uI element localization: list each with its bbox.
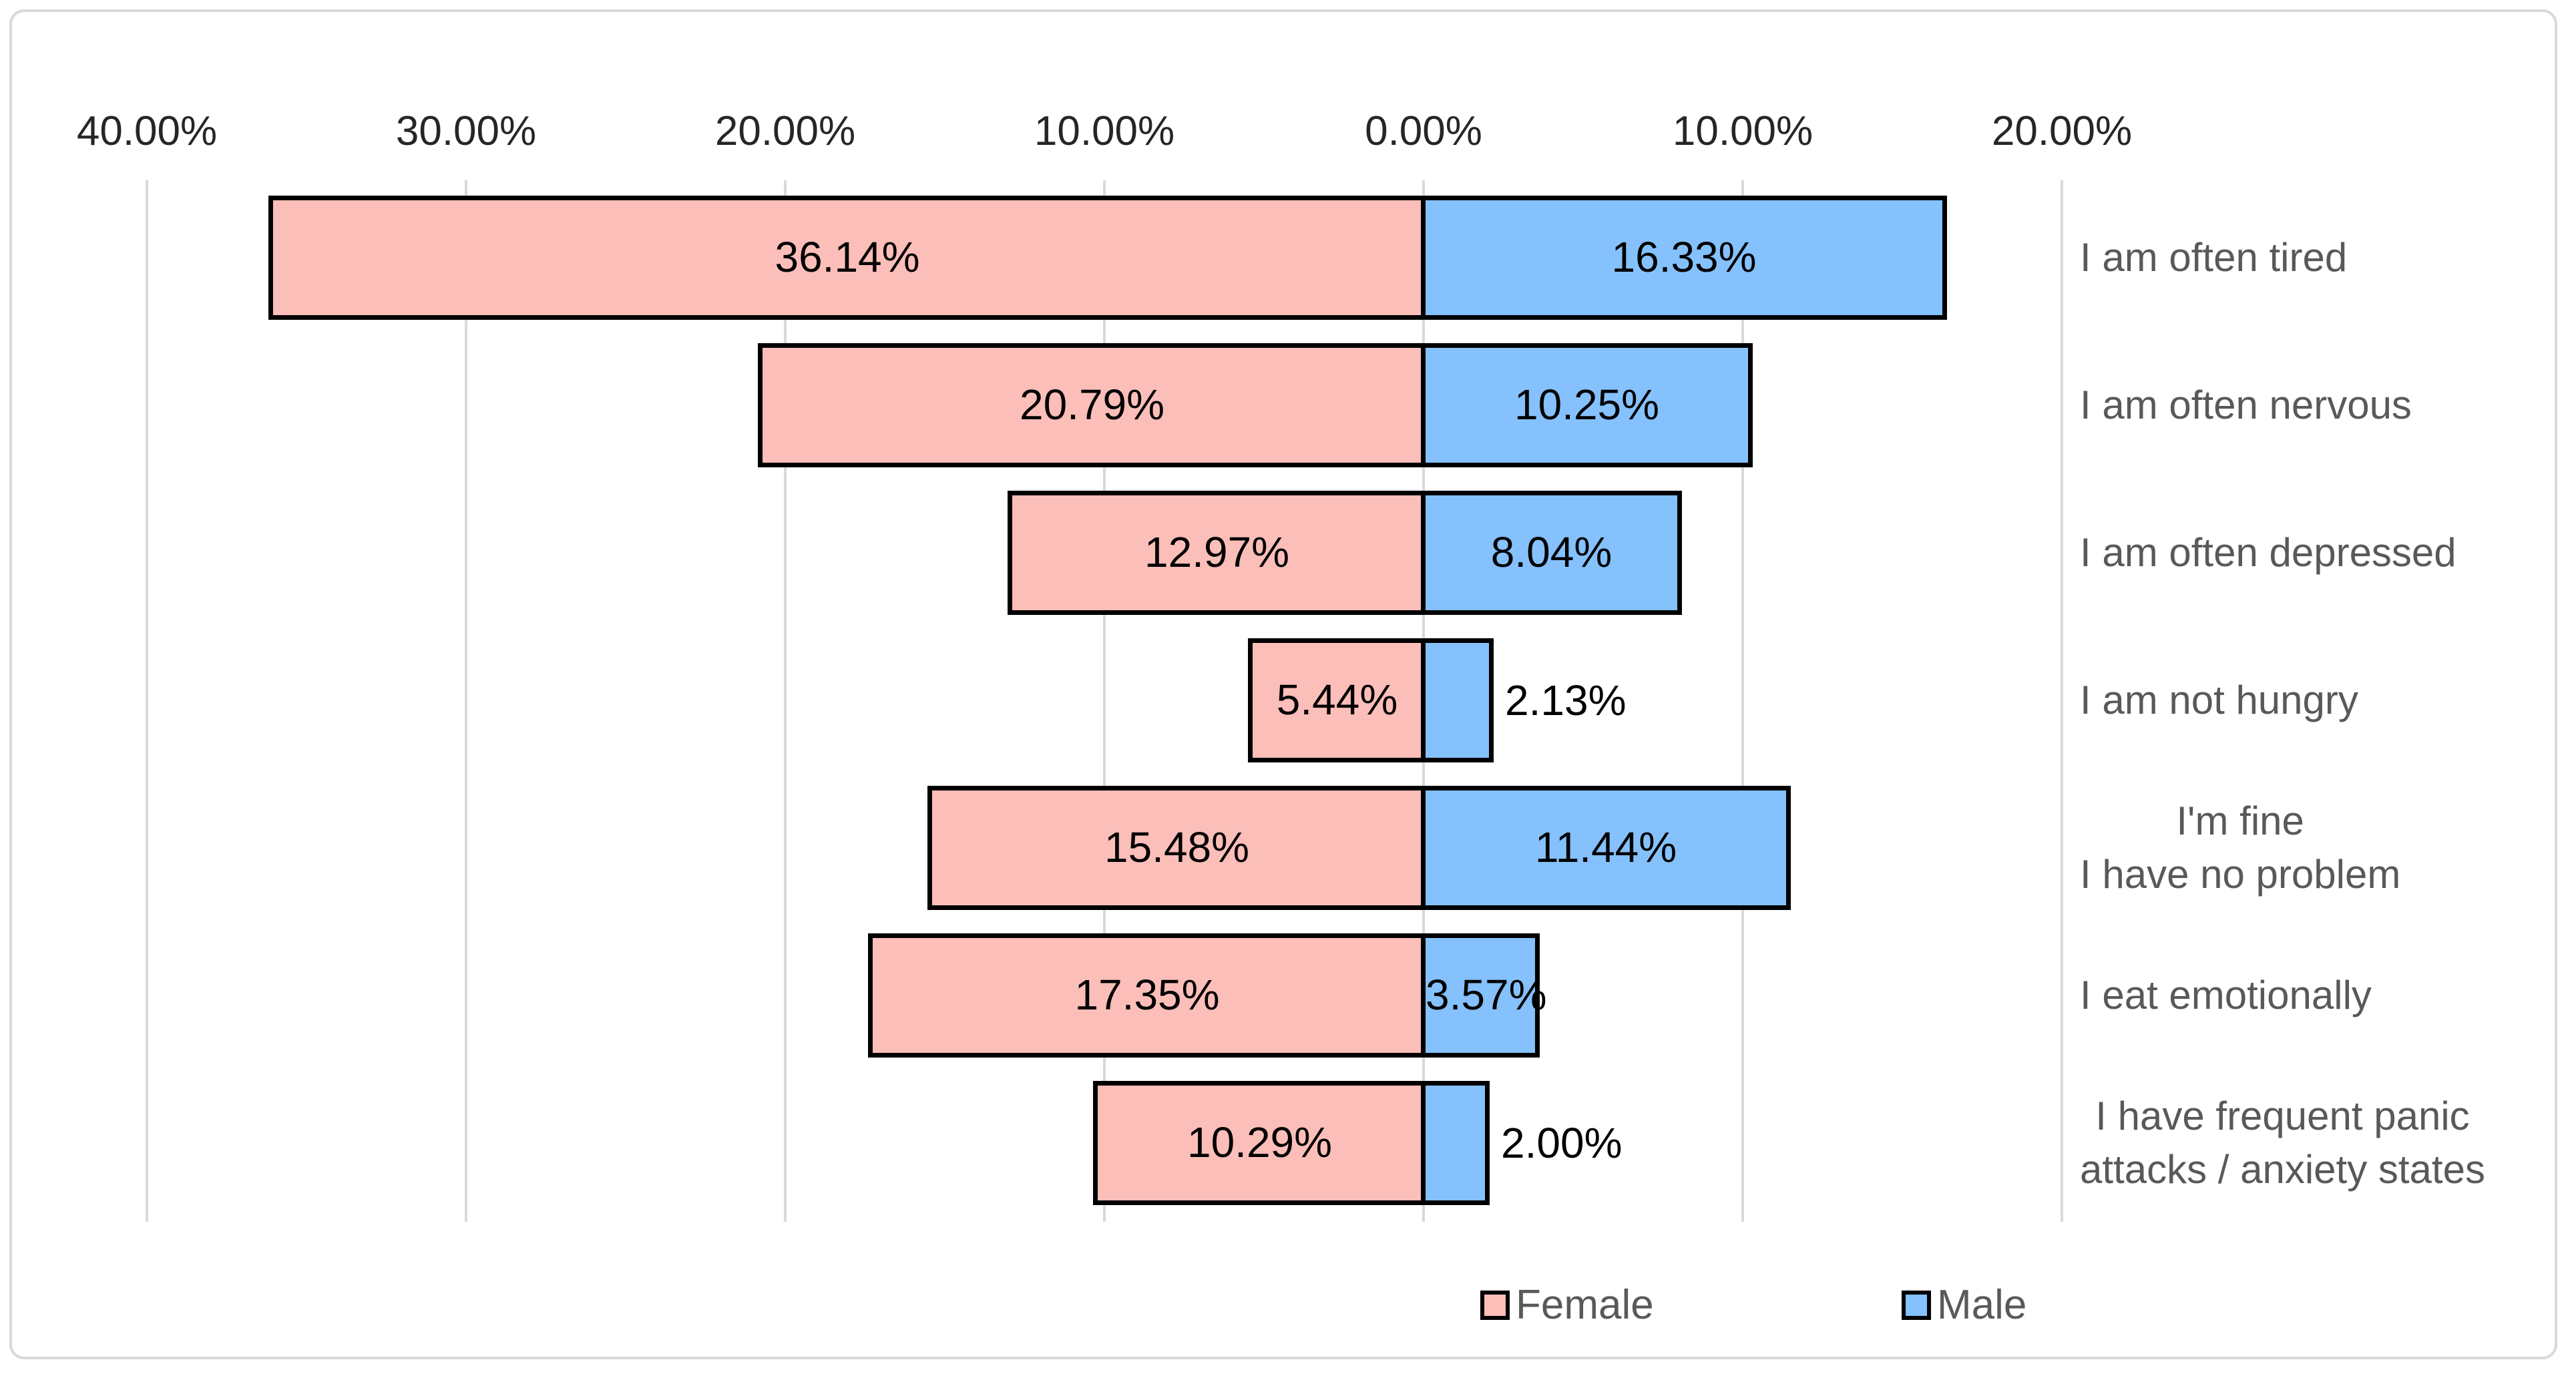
bar-female: 10.29% bbox=[1093, 1081, 1426, 1205]
bar-female: 5.44% bbox=[1248, 638, 1426, 762]
bar-male: 8.04% bbox=[1421, 491, 1682, 615]
x-axis-tick-label: 20.00% bbox=[1991, 108, 2133, 154]
x-axis-tick-label: 10.00% bbox=[1034, 108, 1175, 154]
legend-male-label: Male bbox=[1937, 1282, 2027, 1328]
x-axis-tick-label: 10.00% bbox=[1672, 108, 1813, 154]
gridline bbox=[1103, 180, 1106, 1222]
category-label: I am often tired bbox=[2080, 235, 2348, 280]
bar-male bbox=[1421, 1081, 1490, 1205]
x-axis-tick-label: 20.00% bbox=[714, 108, 856, 154]
bar-female: 17.35% bbox=[868, 933, 1426, 1058]
gridline bbox=[1741, 180, 1744, 1222]
x-axis-tick-label: 30.00% bbox=[395, 108, 537, 154]
category-label: I have frequent panic attacks / anxiety … bbox=[2080, 1094, 2485, 1192]
category-label: I am not hungry bbox=[2080, 678, 2358, 722]
data-label-male-outside: 2.00% bbox=[1501, 1119, 1623, 1167]
bar-female: 12.97% bbox=[1008, 491, 1426, 615]
category-label: I am often nervous bbox=[2080, 383, 2412, 427]
bar-male: 10.25% bbox=[1421, 343, 1753, 467]
bar-female: 20.79% bbox=[758, 343, 1426, 467]
bar-male: 11.44% bbox=[1421, 786, 1791, 910]
bar-male bbox=[1421, 638, 1494, 762]
legend-female-label: Female bbox=[1516, 1282, 1654, 1328]
gridline bbox=[465, 180, 467, 1222]
category-label: I am often depressed bbox=[2080, 530, 2456, 575]
bar-male: 3.57% bbox=[1421, 933, 1546, 1058]
bar-female: 36.14% bbox=[268, 196, 1426, 320]
legend-item-female: Female bbox=[1480, 1280, 1654, 1331]
data-label-male-outside: 2.13% bbox=[1505, 676, 1627, 724]
bar-female: 15.48% bbox=[927, 786, 1426, 910]
legend-item-male: Male bbox=[1902, 1280, 2026, 1331]
gridline bbox=[146, 180, 148, 1222]
category-label: I'm fine I have no problem bbox=[2080, 798, 2401, 897]
bar-male: 16.33% bbox=[1421, 196, 1947, 320]
x-axis-tick-label: 40.00% bbox=[76, 108, 218, 154]
category-label: I eat emotionally bbox=[2080, 973, 2372, 1017]
gridline bbox=[2061, 180, 2063, 1222]
legend-male-swatch-icon bbox=[1902, 1291, 1931, 1320]
x-axis-tick-label: 0.00% bbox=[1365, 108, 1482, 154]
gridline bbox=[784, 180, 787, 1222]
legend-female-swatch-icon bbox=[1480, 1291, 1510, 1320]
